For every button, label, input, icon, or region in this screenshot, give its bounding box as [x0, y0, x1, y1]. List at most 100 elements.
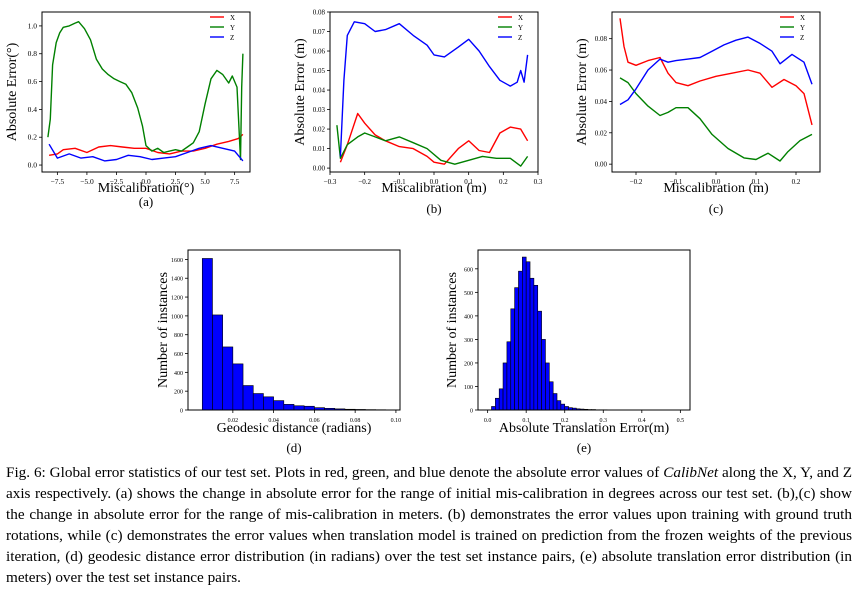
y-tick-label: 1200: [171, 296, 183, 302]
histogram-bar: [502, 362, 508, 411]
figure-caption: Fig. 6: Global error statistics of our t…: [6, 462, 852, 588]
y-tick-label: 0.07: [313, 28, 326, 36]
y-tick-label: 600: [174, 352, 183, 358]
x-tick-label: 0.10: [391, 418, 402, 424]
x-tick-label: −0.3: [324, 178, 337, 186]
histogram-bar: [529, 277, 535, 411]
x-tick-label: 0.0: [141, 177, 151, 186]
histogram-bar: [242, 385, 254, 411]
subfigure-label: (e): [577, 440, 591, 455]
axes-frame: [187, 249, 401, 411]
x-tick-label: 0.2: [499, 178, 508, 186]
x-tick-label: 0.06: [309, 418, 320, 424]
x-tick-label: 2.5: [171, 177, 181, 186]
histogram-bar: [506, 341, 512, 411]
y-axis-label: Absolute Error (m): [575, 38, 590, 146]
series-line-y: [336, 125, 529, 167]
histogram-bar: [263, 396, 274, 411]
y-tick-label: 500: [464, 291, 473, 297]
histogram-bar: [533, 284, 539, 411]
histogram-bar: [545, 362, 550, 411]
x-tick-label: −0.2: [630, 178, 643, 186]
x-tick-label: −2.5: [110, 177, 124, 186]
subfigure-label: (a): [139, 194, 153, 209]
subfigure-c: XYZ −0.2 −0.1 0.0 0.1 0.2 0.00 0.02 0.04 0.06 0.08…: [575, 11, 821, 216]
x-axis-label: Miscalibration (m): [381, 181, 487, 196]
y-tick-label: 0.06: [595, 67, 608, 75]
histogram-bar: [283, 404, 295, 411]
histogram-bar: [232, 363, 244, 411]
y-tick-label: 0.02: [313, 126, 326, 134]
y-tick-label: 200: [464, 361, 473, 367]
y-tick-label: 1.0: [28, 21, 38, 30]
y-axis-label: Absolute Error(°): [5, 42, 20, 141]
legend-label-y: Y: [800, 24, 805, 32]
legend: XYZ: [780, 14, 805, 42]
x-axis-label: Geodesic distance (radians): [217, 421, 372, 436]
legend-label-x: X: [518, 14, 523, 22]
axes-frame: [477, 249, 691, 411]
legend: XYZ: [210, 14, 235, 42]
y-tick-label: 0.05: [313, 67, 326, 75]
y-tick-label: 0.04: [595, 98, 608, 106]
y-tick-label: 0.00: [313, 165, 326, 173]
y-tick-label: 300: [464, 338, 473, 344]
x-tick-label: −0.1: [393, 178, 406, 186]
y-tick-label: 0.8: [28, 49, 38, 58]
x-tick-label: −0.2: [358, 178, 371, 186]
y-tick-label: 0.08: [595, 35, 608, 43]
y-tick-label: 0.01: [313, 145, 326, 153]
x-tick-label: 0.1: [752, 178, 761, 186]
y-tick-label: 0.0: [28, 161, 38, 170]
x-tick-label: 0.1: [464, 178, 473, 186]
x-tick-label: 0.3: [534, 178, 543, 186]
histogram-bar: [510, 308, 515, 411]
x-tick-label: 0.0: [484, 418, 492, 424]
x-tick-label: 0.02: [228, 418, 239, 424]
histogram-bar: [222, 346, 234, 411]
y-tick-label: 0.00: [595, 161, 608, 169]
series-line-x: [339, 112, 529, 165]
x-tick-label: 0.5: [677, 418, 685, 424]
histogram-bar: [273, 400, 285, 411]
x-tick-label: 0.08: [350, 418, 361, 424]
y-axis-label: Number of instances: [445, 272, 460, 388]
legend-label-x: X: [230, 14, 235, 22]
y-tick-label: 0.6: [28, 77, 38, 86]
histogram-bar: [252, 393, 264, 411]
histogram-bar: [514, 287, 519, 411]
histogram-bar: [293, 405, 305, 411]
series-line-x: [48, 133, 244, 156]
y-tick-label: 600: [464, 267, 473, 273]
y-tick-label: 1600: [171, 258, 183, 264]
x-tick-label: 0.04: [268, 418, 279, 424]
x-axis-label: Absolute Translation Error(m): [499, 421, 670, 436]
y-tick-label: 0.04: [313, 87, 326, 95]
histogram-bar: [498, 388, 504, 411]
x-tick-label: 7.5: [230, 177, 240, 186]
subfigure-e: 0.0 0.1 0.2 0.3 0.4 0.5 0 100 200 300 400 500 600 Abs…: [445, 249, 691, 455]
y-tick-label: 0: [180, 409, 183, 415]
series-line-z: [48, 143, 244, 162]
subfigure-a: XYZ −7.5 −5.0 −2.5 0.0 2.5 5.0 7.5 0.0 0.2 0.4 0.6 0…: [5, 11, 251, 209]
legend-label-z: Z: [230, 34, 234, 42]
series-line-z: [619, 36, 813, 106]
series-line-y: [619, 77, 813, 162]
legend: XYZ: [498, 14, 523, 42]
x-axis-label: Miscalibration(°): [98, 181, 195, 196]
histogram-bar: [201, 258, 213, 411]
histogram-bar: [560, 403, 566, 411]
legend-label-y: Y: [518, 24, 523, 32]
figure-6: XYZ−7.5 −5.0 −2.5 0.0 2.5 5.0 7.50.00.20.40.60…: [5, 9, 821, 455]
y-tick-label: 400: [464, 314, 473, 320]
histogram-bar: [491, 406, 496, 411]
x-tick-label: −5.0: [80, 177, 94, 186]
series-line-z: [339, 21, 529, 157]
histogram-bar: [212, 314, 223, 411]
y-tick-label: 100: [464, 385, 473, 391]
y-tick-label: 1000: [171, 314, 183, 320]
y-tick-label: 0.4: [28, 105, 38, 114]
legend-label-z: Z: [800, 34, 804, 42]
histogram-bar: [556, 400, 562, 411]
x-tick-label: 5.0: [200, 177, 210, 186]
